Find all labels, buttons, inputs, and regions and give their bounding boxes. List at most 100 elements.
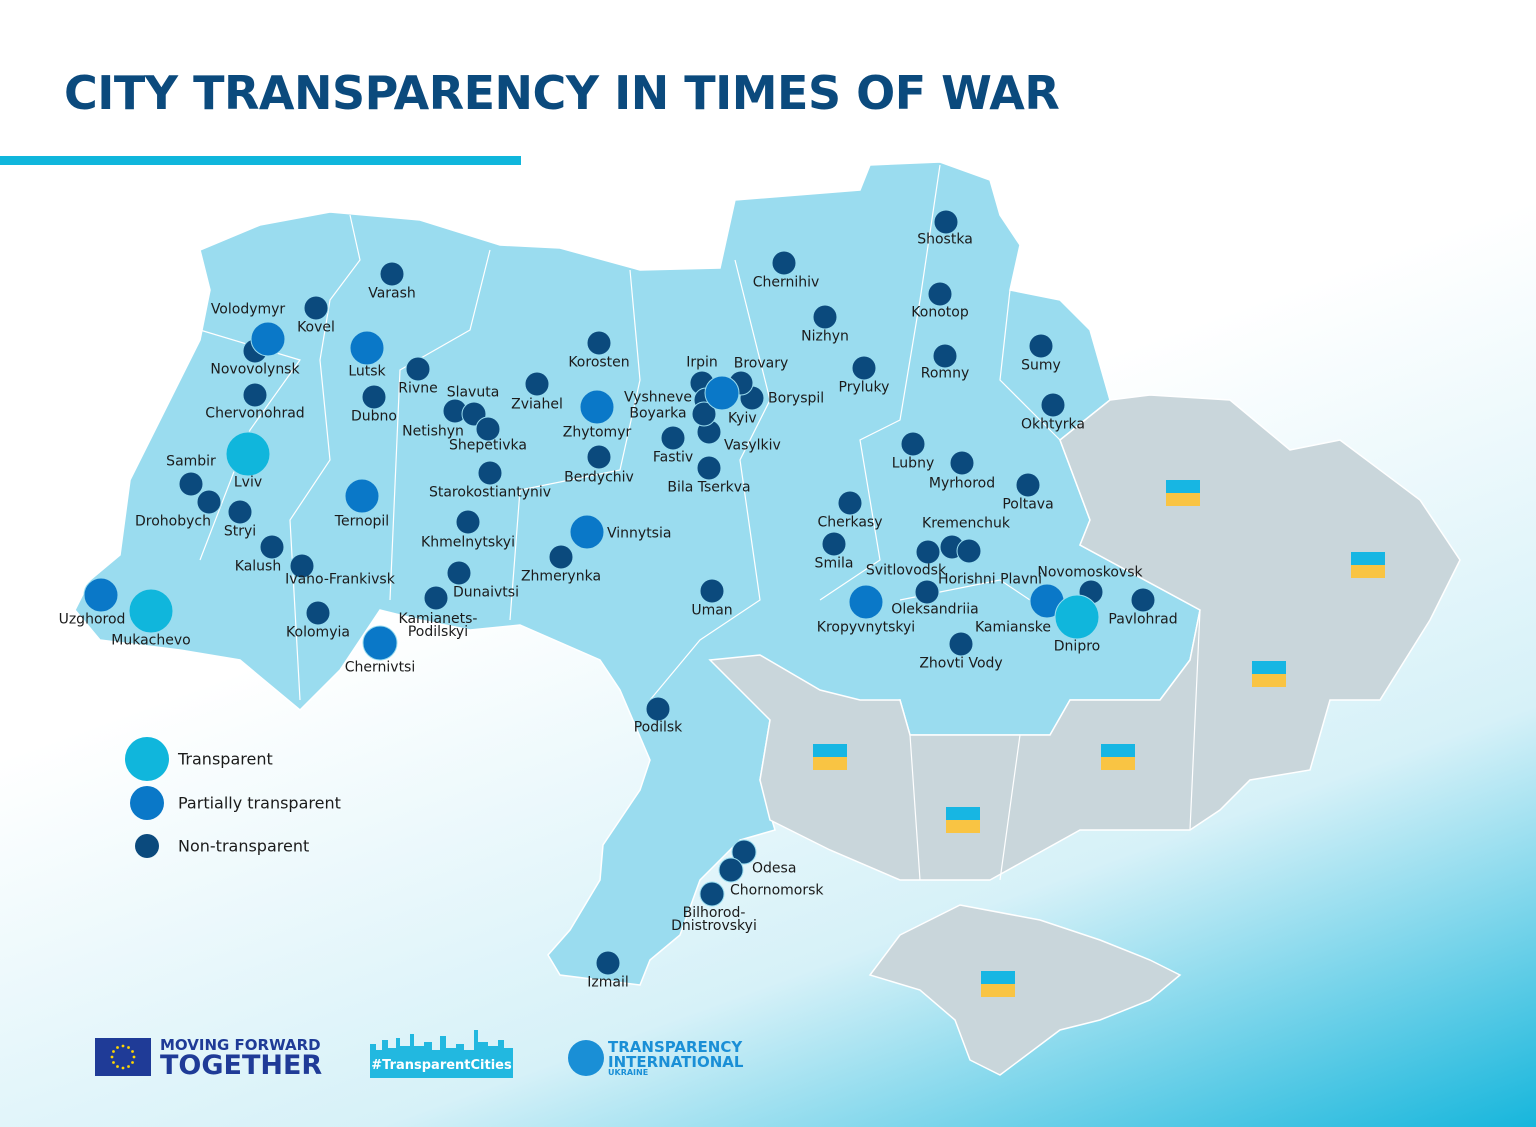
city-label-mukachevo: Mukachevo	[111, 632, 191, 649]
page-title: CITY TRANSPARENCY IN TIMES OF WAR	[64, 66, 1060, 120]
city-label-podilsk: Podilsk	[633, 719, 683, 736]
city-marker-kamianets-podilskyi	[423, 585, 449, 611]
city-label-starokostiantyniv: Starokostiantyniv	[428, 484, 552, 501]
legend-partially-transparent: Partially transparent	[178, 793, 341, 813]
city-marker-kolomyia	[305, 600, 331, 626]
city-label-varash: Varash	[368, 285, 416, 302]
city-marker-sambir	[178, 471, 204, 497]
city-marker-lviv	[225, 431, 271, 477]
city-marker-kropyvnytskyi	[848, 584, 884, 620]
city-marker-shostka	[933, 209, 959, 235]
city-label-chernivtsi: Chernivtsi	[344, 659, 416, 676]
city-label-uman: Uman	[691, 602, 733, 619]
city-label-cherkasy: Cherkasy	[817, 514, 883, 531]
city-marker-shepetivka	[475, 416, 501, 442]
city-label-pryluky: Pryluky	[838, 379, 890, 396]
city-label-myrhorod: Myrhorod	[928, 475, 996, 492]
city-label-dubno: Dubno	[351, 408, 397, 425]
city-marker-khmelnytskyi	[455, 509, 481, 535]
city-label-zviahel: Zviahel	[511, 396, 563, 413]
controlled-territory	[74, 161, 1201, 986]
city-label-slavuta: Slavuta	[446, 384, 500, 401]
city-marker-nizhyn	[812, 304, 838, 330]
city-label-odesa: Odesa	[752, 860, 797, 877]
city-label-kolomyia: Kolomyia	[286, 624, 350, 641]
occupied-territory-east	[708, 394, 1461, 881]
city-label-chernihiv: Chernihiv	[752, 274, 820, 291]
legend-marker-non	[135, 834, 159, 858]
city-label-poltava: Poltava	[1002, 496, 1054, 513]
city-marker-kovel	[303, 295, 329, 321]
city-marker-boyarka	[691, 401, 717, 427]
city-label-uzghorod: Uzghorod	[58, 611, 126, 628]
city-label-svitlovodsk: Svitlovodsk	[865, 562, 947, 579]
city-label-rivne: Rivne	[398, 380, 438, 397]
city-marker-izmail	[595, 950, 621, 976]
eu-flag-icon	[95, 1038, 151, 1076]
city-label-korosten: Korosten	[568, 354, 630, 371]
title-underline	[0, 156, 521, 165]
city-label-bilhorod-dnistrovskyi: Bilhorod-Dnistrovskyi	[671, 905, 757, 934]
city-marker-korosten	[586, 330, 612, 356]
city-label-kamianets-podilskyi: Kamianets-Podilskyi	[398, 611, 478, 640]
city-marker-ternopil	[344, 478, 380, 514]
city-marker-podilsk	[645, 696, 671, 722]
transparent-cities-text: #TransparentCities	[371, 1058, 512, 1073]
city-marker-chernivtsi	[362, 625, 398, 661]
city-marker-okhtyrka	[1040, 392, 1066, 418]
city-label-novovolynsk: Novovolynsk	[210, 361, 300, 378]
city-label-ternopil: Ternopil	[334, 513, 390, 530]
city-marker-horishni-plavni	[956, 538, 982, 564]
city-label-shepetivka: Shepetivka	[449, 437, 527, 454]
city-marker-sumy	[1028, 333, 1054, 359]
ukraine-flag-icon	[1166, 480, 1200, 506]
city-marker-rivne	[405, 356, 431, 382]
city-label-fastiv: Fastiv	[652, 449, 694, 466]
city-skyline-icon	[370, 1030, 513, 1078]
city-marker-zviahel	[524, 371, 550, 397]
city-marker-vinnytsia	[569, 514, 605, 550]
city-marker-fastiv	[660, 425, 686, 451]
city-label-nizhyn: Nizhyn	[801, 328, 849, 345]
city-label-lubny: Lubny	[891, 455, 935, 472]
city-marker-bilhorod-dnistrovskyi	[699, 881, 725, 907]
city-label-zhovti-vody: Zhovti Vody	[919, 655, 1003, 672]
city-marker-stryi	[227, 499, 253, 525]
city-label-drohobych: Drohobych	[135, 513, 211, 530]
city-label-kovel: Kovel	[297, 319, 335, 336]
city-marker-bila-tserkva	[696, 455, 722, 481]
city-label-dnipro: Dnipro	[1053, 638, 1101, 655]
city-marker-smila	[821, 531, 847, 557]
ti-emblem-icon	[568, 1040, 604, 1076]
city-marker-dubno	[361, 384, 387, 410]
city-label-vasylkiv: Vasylkiv	[724, 437, 781, 454]
city-marker-ivano-frankivsk	[289, 553, 315, 579]
city-marker-chornomorsk	[718, 857, 744, 883]
city-label-lutsk: Lutsk	[348, 363, 386, 380]
city-marker-chervonohrad	[242, 382, 268, 408]
city-label-shostka: Shostka	[917, 231, 973, 248]
city-label-smila: Smila	[814, 555, 854, 572]
ukraine-flag-icon	[1351, 552, 1385, 578]
city-marker-cherkasy	[837, 490, 863, 516]
city-marker-lutsk	[349, 330, 385, 366]
occupied-territory-crimea	[868, 904, 1182, 1076]
legend-transparent: Transparent	[178, 749, 273, 769]
city-label-kyiv: Kyiv	[728, 410, 757, 427]
city-marker-lubny	[900, 431, 926, 457]
legend-marker-partial	[130, 786, 164, 820]
city-label-sambir: Sambir	[166, 453, 216, 470]
city-marker-odesa	[731, 839, 757, 865]
city-label-chervonohrad: Chervonohrad	[205, 405, 305, 422]
ukraine-flag-icon	[813, 744, 847, 770]
city-label-dunaivtsi: Dunaivtsi	[453, 584, 519, 601]
city-marker-zhytomyr	[579, 389, 615, 425]
city-marker-kyiv	[704, 375, 740, 411]
city-label-berdychiv: Berdychiv	[564, 469, 634, 486]
city-label-chornomorsk: Chornomorsk	[730, 882, 824, 899]
city-label-brovary: Brovary	[733, 355, 789, 372]
city-label-stryi: Stryi	[223, 523, 257, 540]
city-marker-starokostiantyniv	[477, 460, 503, 486]
city-label-vinnytsia: Vinnytsia	[607, 525, 672, 542]
